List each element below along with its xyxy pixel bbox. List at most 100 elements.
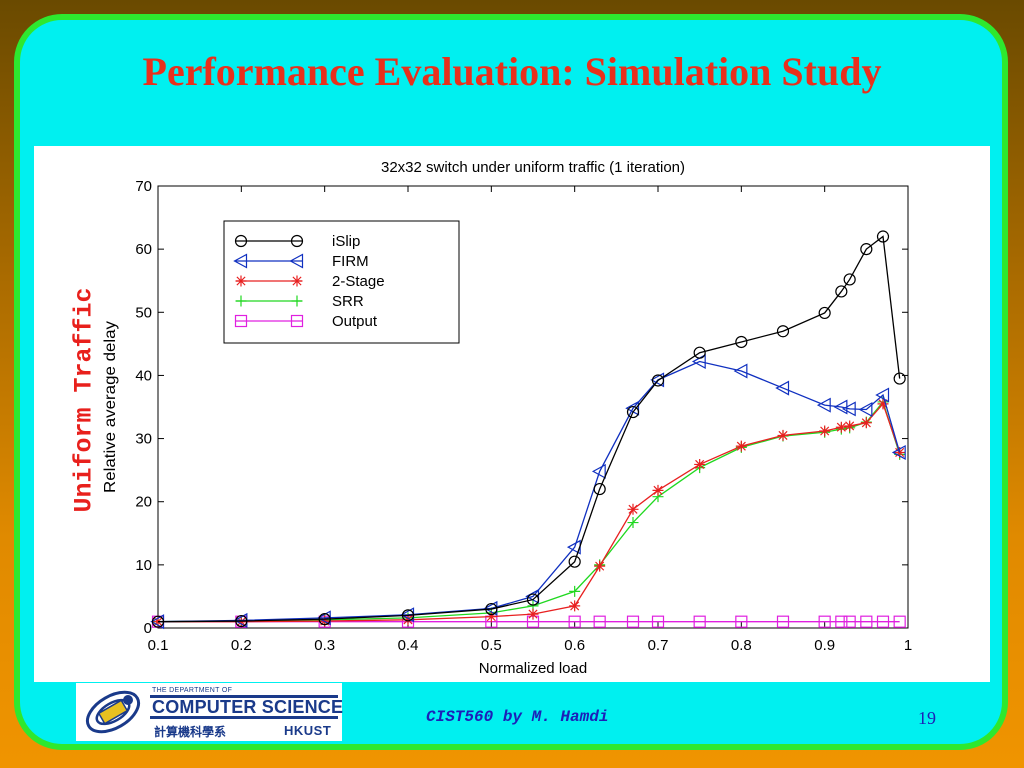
y-tick-label: 40 <box>135 367 152 384</box>
data-point-2-stage <box>402 614 414 626</box>
x-tick-label: 1 <box>904 637 912 654</box>
data-point-islip <box>235 614 248 628</box>
legend-marker <box>291 295 303 307</box>
data-point-output <box>835 615 848 628</box>
x-tick-label: 0.4 <box>398 637 419 654</box>
data-point-islip <box>693 346 706 359</box>
side-label: Uniform Traffic <box>69 287 99 513</box>
legend-marker <box>289 253 304 269</box>
data-point-firm <box>858 402 873 418</box>
data-point-islip <box>568 555 581 568</box>
data-point-output <box>860 615 873 628</box>
cs-emblem-icon <box>85 690 141 734</box>
legend-marker <box>235 275 247 287</box>
legend-label: FIRM <box>332 253 369 270</box>
data-point-islip <box>318 613 331 626</box>
y-tick-label: 0 <box>144 620 152 637</box>
data-point-output <box>693 615 706 628</box>
dept-chinese-name: 計算機科學系 <box>154 725 227 739</box>
chart-title: 32x32 switch under uniform traffic (1 it… <box>381 159 685 176</box>
legend-marker <box>290 234 304 248</box>
y-tick-label: 50 <box>135 304 152 321</box>
legend-marker <box>234 314 248 328</box>
legend-marker <box>234 234 248 248</box>
x-tick-label: 0.1 <box>148 637 169 654</box>
data-point-2-stage <box>594 560 606 572</box>
data-point-islip <box>651 374 665 387</box>
data-point-islip <box>843 273 856 286</box>
y-tick-label: 30 <box>135 431 152 448</box>
dept-small-text: THE DEPARTMENT OF <box>152 687 233 694</box>
y-tick-label: 20 <box>135 494 152 511</box>
x-axis-label: Normalized load <box>479 660 587 677</box>
data-point-output <box>735 615 748 628</box>
data-point-firm <box>841 401 856 417</box>
delay-chart: 0.1 0.2 0.3 0.4 0.5 0.6 0.7 0.8 0.9 1010203040506… <box>102 159 912 677</box>
plot-frame <box>157 185 909 629</box>
legend-label: Output <box>332 313 378 330</box>
page-number: 19 <box>918 708 936 728</box>
y-tick-label: 10 <box>135 557 152 574</box>
series-line-firm <box>157 360 901 623</box>
data-point-islip <box>401 609 415 622</box>
legend-label: SRR <box>332 293 364 310</box>
data-point-islip <box>860 243 873 256</box>
x-tick-label: 0.2 <box>231 637 252 654</box>
legend-marker <box>290 314 304 328</box>
slide-title: Performance Evaluation: Simulation Study <box>142 49 882 94</box>
dept-bar <box>150 695 338 719</box>
data-point-islip <box>485 602 498 616</box>
data-point-islip <box>593 482 606 496</box>
data-point-firm <box>591 463 606 479</box>
data-point-firm <box>816 397 831 413</box>
dept-name: COMPUTER SCIENCE <box>152 697 344 717</box>
dept-institution: HKUST <box>284 723 332 738</box>
data-point-2-stage <box>527 608 539 620</box>
data-point-2-stage <box>819 425 831 437</box>
data-point-islip <box>835 285 848 298</box>
data-point-srr <box>627 517 639 529</box>
x-tick-label: 0.8 <box>731 637 752 654</box>
chart-panel: 0.1 0.2 0.3 0.4 0.5 0.6 0.7 0.8 0.9 1 0 10 20 30 40 50 6… <box>34 146 990 682</box>
data-point-output <box>651 615 665 628</box>
data-point-2-stage <box>569 600 581 612</box>
data-point-output <box>593 615 606 628</box>
legend-marker <box>233 253 248 269</box>
legend-label: iSlip <box>332 233 360 250</box>
data-point-2-stage <box>735 440 747 452</box>
footer-author: CIST560 by M. Hamdi <box>426 708 609 726</box>
data-point-2-stage <box>694 458 706 470</box>
data-point-islip <box>893 372 906 385</box>
data-point-srr <box>569 585 581 597</box>
x-tick-label: 0.5 <box>481 637 502 654</box>
data-point-islip <box>526 593 540 606</box>
data-point-2-stage <box>860 417 872 429</box>
data-point-firm <box>775 380 790 396</box>
data-point-output <box>843 615 856 628</box>
data-point-firm <box>891 444 906 460</box>
data-point-output <box>626 615 640 628</box>
legend-label: 2-Stage <box>332 273 385 290</box>
data-point-2-stage <box>627 503 639 515</box>
data-point-2-stage <box>835 421 847 433</box>
data-point-2-stage <box>844 420 856 432</box>
department-logo: THE DEPARTMENT OF COMPUTER SCIENCE 計算機科學… <box>76 683 344 741</box>
data-point-output <box>818 615 831 628</box>
data-point-2-stage <box>485 611 497 623</box>
data-point-islip <box>876 230 890 243</box>
data-point-firm <box>875 387 890 403</box>
data-point-output <box>876 615 890 628</box>
data-point-2-stage <box>877 398 889 410</box>
data-point-output <box>568 615 581 628</box>
legend-marker <box>235 295 247 307</box>
data-point-islip <box>818 306 831 320</box>
x-tick-label: 0.6 <box>564 637 585 654</box>
x-tick-label: 0.7 <box>648 637 669 654</box>
data-point-2-stage <box>152 616 164 628</box>
x-tick-label: 0.3 <box>314 637 335 654</box>
series-line-islip <box>157 235 901 623</box>
data-point-firm <box>733 363 748 379</box>
y-axis-label: Relative average delay <box>102 321 119 493</box>
data-point-firm <box>625 400 640 416</box>
legend-marker <box>291 275 303 287</box>
